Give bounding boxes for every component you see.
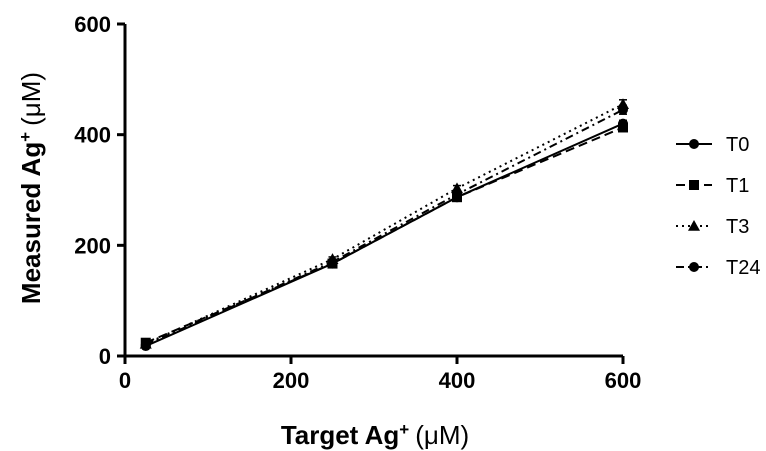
x-tick-label: 0 — [119, 368, 131, 393]
y-axis-label-sup: + — [16, 132, 35, 142]
y-tick-label: 600 — [74, 12, 111, 37]
x-tick-label: 200 — [273, 368, 310, 393]
legend-marker — [689, 139, 699, 149]
data-point — [140, 339, 151, 350]
legend-label: T0 — [726, 134, 749, 156]
legend-marker — [689, 262, 699, 272]
series-line — [145, 108, 624, 346]
data-point — [327, 256, 338, 267]
y-tick-label: 0 — [99, 344, 111, 369]
legend: T0 T1 T3 T24 — [676, 134, 760, 279]
y-tick-label: 400 — [74, 123, 111, 148]
series-T24 — [140, 104, 628, 350]
legend-label: T1 — [726, 175, 749, 197]
data-point — [618, 122, 628, 133]
legend-label: T3 — [726, 216, 749, 238]
x-axis-label: Target Ag+ (μM) — [281, 420, 469, 451]
x-tick-label: 600 — [605, 368, 642, 393]
data-point — [618, 104, 628, 115]
axes: 0 200 400 600 0 200 400 600 — [74, 12, 641, 393]
x-axis-label-text: Target Ag — [281, 420, 399, 450]
legend-marker — [688, 220, 700, 231]
legend-label: T24 — [726, 257, 760, 279]
x-tick-label: 400 — [439, 368, 476, 393]
legend-item-T24: T24 — [676, 257, 760, 279]
series-T3 — [139, 98, 629, 349]
legend-item-T3: T3 — [676, 216, 749, 238]
y-tick-label: 200 — [74, 233, 111, 258]
data-point — [452, 189, 462, 200]
series-marks — [139, 98, 629, 352]
series-line — [145, 103, 624, 345]
legend-marker — [689, 180, 699, 190]
y-axis-label: Measured Ag+ (μM) — [16, 72, 47, 304]
x-axis-label-sup: + — [399, 420, 409, 439]
x-axis-label-unit: (μM) — [415, 420, 469, 450]
y-axis-label-unit: (μM) — [16, 72, 46, 126]
series-T0 — [140, 118, 628, 352]
legend-item-T1: T1 — [676, 175, 749, 197]
legend-item-T0: T0 — [676, 134, 749, 156]
y-axis-label-text: Measured Ag — [16, 142, 46, 304]
